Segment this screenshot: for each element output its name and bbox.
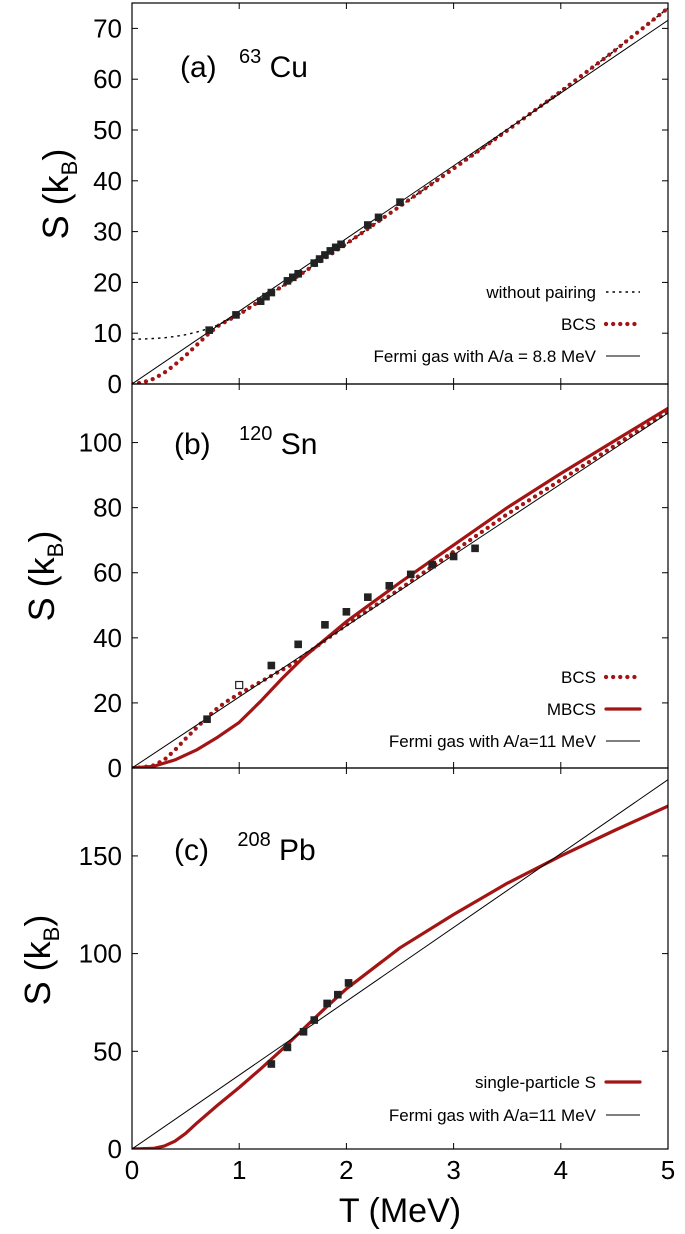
ytick-label: 40: [93, 623, 122, 653]
ytick-label: 60: [93, 558, 122, 588]
data-point: [283, 1043, 292, 1052]
ytick-label: 60: [93, 64, 122, 94]
data-point: [256, 297, 265, 305]
data-point: [267, 1060, 276, 1068]
panel-a: 0 10 20 30 40 50 60 70 (a) 63 Cu S (kB) without…: [35, 2, 669, 399]
data-point: [267, 661, 276, 670]
series-line: [132, 412, 668, 768]
data-point: [294, 269, 302, 278]
legend-label: Fermi gas with A/a=11 MeV: [389, 732, 597, 751]
legend-label: Fermi gas with A/a = 8.8 MeV: [373, 347, 596, 366]
ytick-label: 50: [93, 1036, 122, 1066]
data-point: [396, 198, 404, 206]
ytick-label: 20: [93, 267, 122, 297]
ytick-label: 150: [79, 841, 122, 871]
data-point: [385, 581, 394, 590]
data-point: [310, 1016, 319, 1024]
data-point: [337, 240, 345, 249]
data-point: [321, 251, 329, 259]
panel-b-ylabel: S (kB): [21, 531, 68, 622]
series-line: [132, 779, 668, 1149]
data-point: [262, 292, 270, 301]
data-point: [205, 326, 213, 334]
ytick-label: 0: [108, 753, 122, 783]
panel-a-ylabel: S (kB): [35, 149, 82, 240]
series-line: [132, 409, 668, 768]
data-point: [406, 570, 415, 579]
xtick-label: 3: [446, 1155, 460, 1185]
legend-label: BCS: [561, 668, 596, 687]
data-point: [449, 552, 458, 561]
ytick-label: 0: [108, 1134, 122, 1164]
panel-b: 0 20 40 60 80 100 (b) 120 Sn S (kB) BCS MBCS Fe…: [21, 383, 669, 783]
data-point: [374, 213, 383, 222]
legend-label: without pairing: [485, 283, 596, 302]
xtick-label: 5: [661, 1155, 675, 1185]
data-point: [323, 999, 331, 1008]
xtick-label: 4: [554, 1155, 568, 1185]
data-point: [428, 560, 436, 569]
data-point: [315, 255, 324, 263]
legend-label: Fermi gas with A/a=11 MeV: [389, 1106, 597, 1125]
data-point: [294, 640, 302, 649]
x-axis-label: T (MeV): [339, 1192, 461, 1230]
legend-label: single-particle S: [475, 1073, 596, 1092]
data-point: [364, 221, 372, 229]
ytick-label: 30: [93, 217, 122, 247]
ytick-label: 10: [93, 318, 122, 348]
data-point: [321, 621, 329, 629]
series-line: [132, 406, 668, 768]
legend-label: MBCS: [547, 700, 596, 719]
panel-c: 0 50 100 150 0 1 2 3 4 5 (c) 208 Pb S (kB) T (Me…: [17, 767, 675, 1230]
ytick-label: 50: [93, 115, 122, 145]
ytick-label: 0: [108, 369, 122, 399]
data-point: [299, 1027, 308, 1036]
ytick-label: 70: [93, 13, 122, 43]
data-point: [203, 715, 211, 723]
ytick-label: 20: [93, 688, 122, 718]
ytick-label: 80: [93, 493, 122, 523]
series-line: [132, 7, 668, 340]
panel-c-ylabel: S (kB): [17, 915, 64, 1006]
data-point: [364, 593, 372, 601]
legend-label: BCS: [561, 315, 596, 334]
data-point: [235, 680, 244, 690]
data-point: [334, 990, 342, 999]
xtick-label: 2: [339, 1155, 353, 1185]
series-line: [132, 804, 668, 1149]
panel-c-label: (c) 208 Pb: [174, 820, 316, 867]
xtick-label: 1: [232, 1155, 246, 1185]
data-point: [342, 607, 351, 616]
data-point: [344, 979, 353, 987]
data-point: [232, 311, 240, 319]
xtick-label: 0: [125, 1155, 139, 1185]
panel-b-label: (b) 120 Sn: [174, 414, 317, 461]
ytick-label: 40: [93, 166, 122, 196]
data-point: [310, 259, 319, 267]
data-point: [267, 288, 276, 297]
series-line: [132, 6, 668, 384]
ytick-label: 100: [79, 939, 122, 969]
panel-a-label: (a) 63 Cu: [180, 37, 308, 84]
data-point: [471, 544, 479, 553]
ytick-label: 100: [79, 428, 122, 458]
panel-c-frame: [131, 767, 669, 1150]
